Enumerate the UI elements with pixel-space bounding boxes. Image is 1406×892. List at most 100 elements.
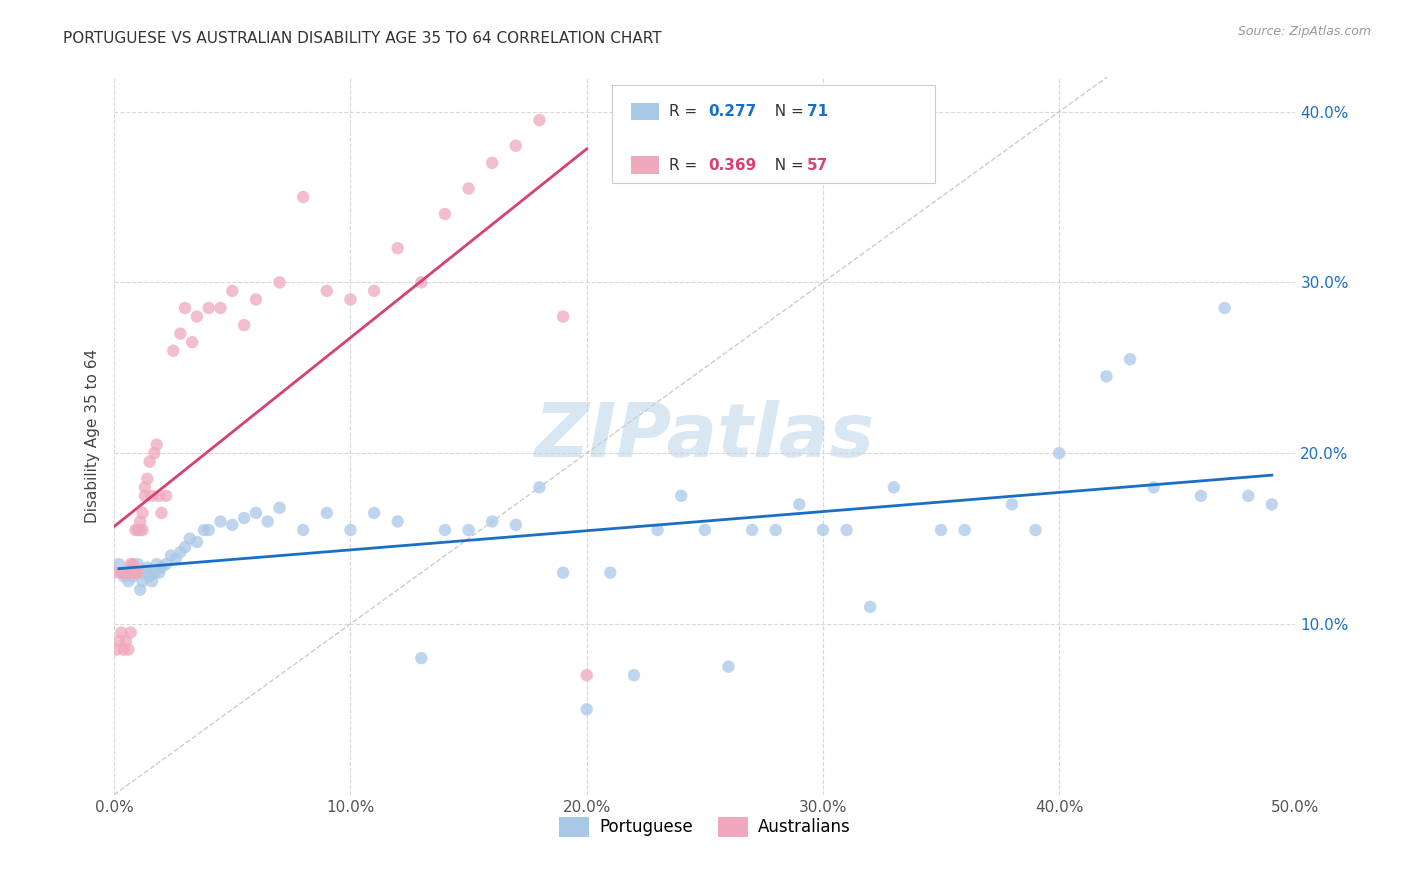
Point [1119,352,1142,367]
Point [129,582,152,597]
Point [127,523,149,537]
Point [789,497,811,511]
Text: 71: 71 [807,104,828,119]
Point [131,506,153,520]
Text: R =: R = [669,104,703,119]
Point [529,480,551,494]
Point [112,569,135,583]
Text: 57: 57 [807,158,828,172]
Point [363,284,385,298]
Point [387,241,409,255]
Point [245,506,267,520]
Point [169,326,191,341]
Point [145,437,167,451]
Point [115,566,138,580]
Point [150,506,173,520]
Point [148,489,170,503]
Point [162,343,184,358]
Point [115,634,138,648]
Point [108,634,131,648]
Point [141,574,163,589]
Point [883,480,905,494]
Point [245,293,267,307]
Point [481,515,503,529]
Point [339,523,361,537]
Text: 0.369: 0.369 [709,158,756,172]
Point [669,489,692,503]
Point [1095,369,1118,384]
Point [256,515,278,529]
Point [193,523,215,537]
Point [145,557,167,571]
Point [174,540,197,554]
Text: 0.277: 0.277 [709,104,756,119]
Point [339,293,361,307]
Point [411,651,433,665]
Point [148,566,170,580]
Point [575,668,598,682]
Point [741,523,763,537]
Point [209,301,232,315]
Point [411,276,433,290]
Point [129,523,152,537]
Point [134,489,156,503]
Text: Source: ZipAtlas.com: Source: ZipAtlas.com [1237,25,1371,38]
Point [181,335,204,350]
Point [292,523,315,537]
Point [136,472,159,486]
Point [115,566,138,580]
Point [150,560,173,574]
Point [363,506,385,520]
Text: R =: R = [669,158,703,172]
Point [1213,301,1236,315]
Point [155,557,177,571]
Point [292,190,315,204]
Point [122,566,145,580]
Point [117,566,139,580]
Point [233,511,256,525]
Point [138,455,160,469]
Point [693,523,716,537]
Point [127,566,149,580]
Point [143,566,166,580]
Point [953,523,976,537]
Point [160,549,183,563]
Y-axis label: Disability Age 35 to 64: Disability Age 35 to 64 [86,349,100,523]
Point [1261,497,1284,511]
Point [209,515,232,529]
Point [110,625,132,640]
Text: N =: N = [765,104,808,119]
Point [1143,480,1166,494]
Point [108,557,131,571]
Text: PORTUGUESE VS AUSTRALIAN DISABILITY AGE 35 TO 64 CORRELATION CHART: PORTUGUESE VS AUSTRALIAN DISABILITY AGE … [63,31,662,46]
Point [110,566,132,580]
Point [551,310,574,324]
Point [141,489,163,503]
Point [433,523,456,537]
Point [117,642,139,657]
Point [481,156,503,170]
Point [165,552,187,566]
Point [122,569,145,583]
Point [169,545,191,559]
Point [134,480,156,494]
Point [197,301,219,315]
Point [186,535,208,549]
Point [124,566,146,580]
Point [120,557,142,571]
Point [811,523,834,537]
Text: ZIPatlas: ZIPatlas [534,400,875,473]
Point [138,569,160,583]
Point [387,515,409,529]
Point [765,523,787,537]
Point [1189,489,1212,503]
Point [647,523,669,537]
Point [127,557,149,571]
Point [929,523,952,537]
Point [143,446,166,460]
Point [1025,523,1047,537]
Point [433,207,456,221]
Point [120,562,142,576]
Point [835,523,858,537]
Point [129,515,152,529]
